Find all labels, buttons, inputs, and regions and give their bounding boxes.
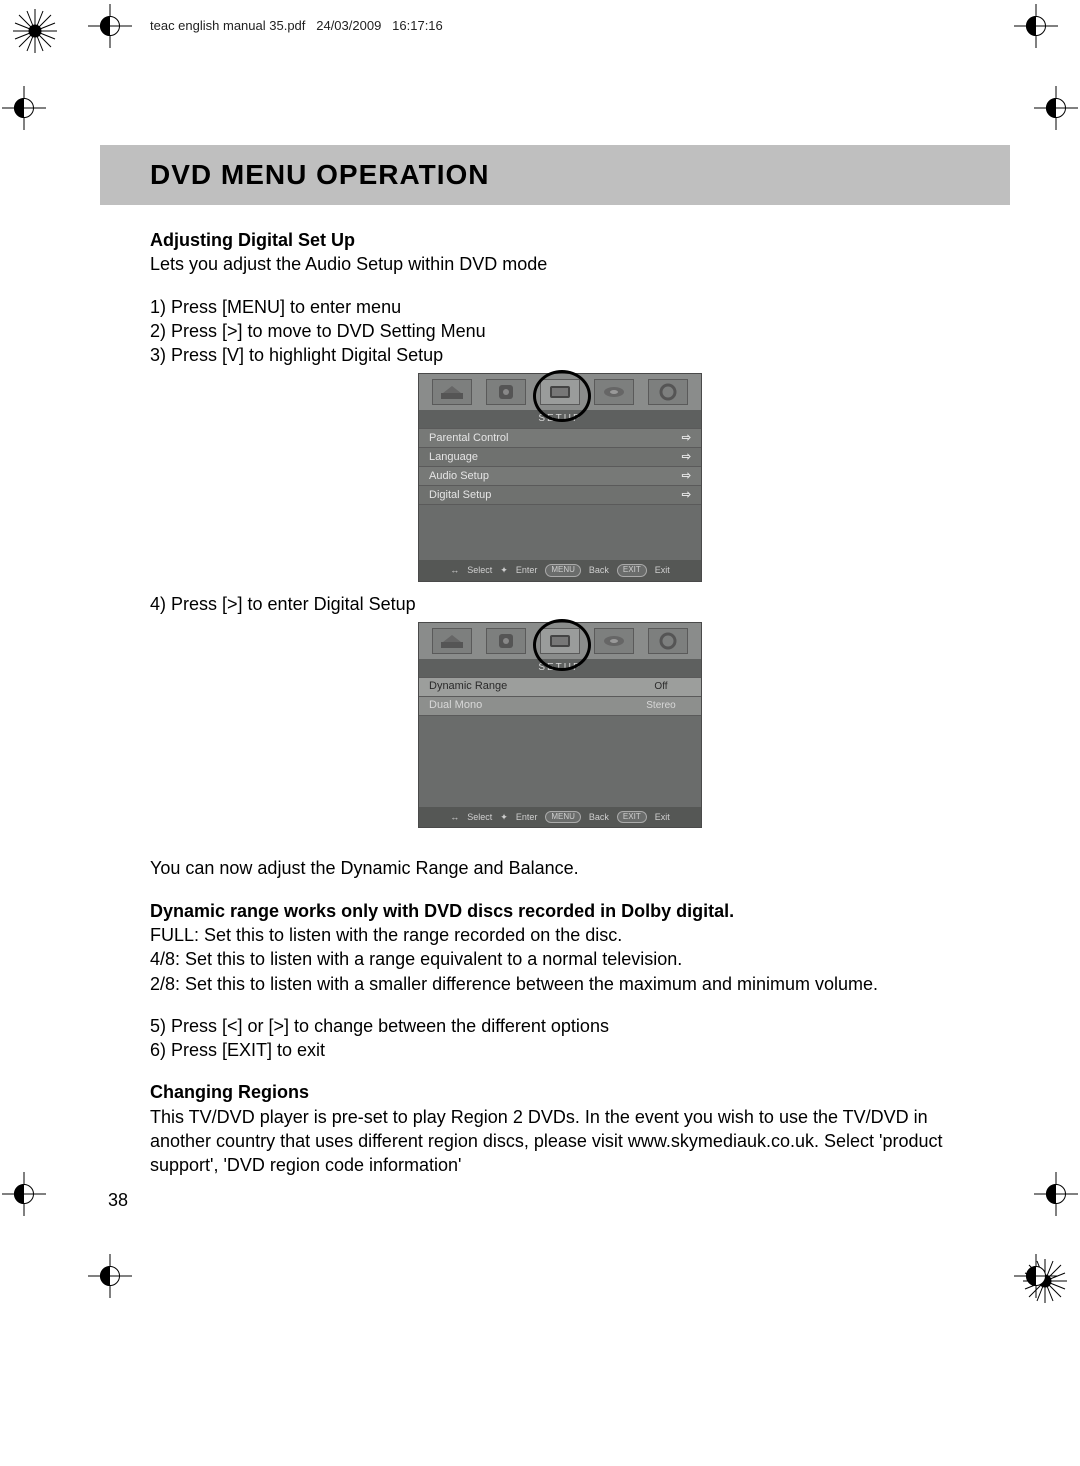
step-1: 1) Press [MENU] to enter menu [150,295,970,319]
enter-icon: ✦ [500,564,508,576]
page-content: Adjusting Digital Set Up Lets you adjust… [150,228,970,1178]
enter-icon: ✦ [500,811,508,823]
dr-48: 4/8: Set this to listen with a range equ… [150,947,970,971]
page-number: 38 [108,1190,128,1211]
menu-pill: MENU [545,811,581,824]
registration-mark [88,1254,132,1298]
osd-row: Digital Setup⇨ [419,485,701,504]
section-title-bar: DVD MENU OPERATION [100,145,1010,205]
heading-regions: Changing Regions [150,1080,970,1104]
step-3: 3) Press [V] to highlight Digital Setup [150,343,970,367]
osd-footer: ↔ Select ✦ Enter MENU Back EXIT Exit [419,807,701,828]
osd-row: Dual MonoStereo [419,696,701,715]
arrows-icon: ↔ [450,811,459,823]
step-6: 6) Press [EXIT] to exit [150,1038,970,1062]
intro-text: Lets you adjust the Audio Setup within D… [150,252,970,276]
after-text: You can now adjust the Dynamic Range and… [150,856,970,880]
arrows-icon: ↔ [450,564,459,576]
registration-mark [1014,4,1058,48]
osd-tab-2 [486,379,526,405]
osd-tab-3-selected [540,379,580,405]
pdf-header-line: teac english manual 35.pdf 24/03/2009 16… [150,18,443,33]
step-5: 5) Press [<] or [>] to change between th… [150,1014,970,1038]
arrow-icon: ⇨ [682,488,691,503]
osd-tab-4 [594,628,634,654]
osd-row: Audio Setup⇨ [419,466,701,485]
arrow-icon: ⇨ [682,431,691,446]
osd-tab-1 [432,628,472,654]
step-2: 2) Press [>] to move to DVD Setting Menu [150,319,970,343]
registration-mark [88,4,132,48]
osd-footer: ↔ Select ✦ Enter MENU Back EXIT Exit [419,560,701,581]
step-4: 4) Press [>] to enter Digital Setup [150,592,970,616]
osd-tab-1 [432,379,472,405]
crop-mark-starburst [10,6,60,56]
pdf-date: 24/03/2009 [316,18,381,33]
exit-pill: EXIT [617,811,647,824]
osd-row-highlighted: Dynamic RangeOff [419,677,701,696]
osd-tab-3-selected [540,628,580,654]
dr-28: 2/8: Set this to listen with a smaller d… [150,972,970,996]
osd-row: Language⇨ [419,447,701,466]
osd-tabs [419,374,701,410]
osd-screenshot-1: SETUP Parental Control⇨ Language⇨ Audio … [418,373,702,581]
regions-body: This TV/DVD player is pre-set to play Re… [150,1105,970,1178]
osd-tabs [419,623,701,659]
arrow-icon: ⇨ [682,469,691,484]
dr-heading: Dynamic range works only with DVD discs … [150,899,970,923]
menu-pill: MENU [545,564,581,577]
osd-tab-4 [594,379,634,405]
dr-full: FULL: Set this to listen with the range … [150,923,970,947]
registration-mark [2,86,46,130]
registration-mark [1034,86,1078,130]
arrow-icon: ⇨ [682,450,691,465]
exit-pill: EXIT [617,564,647,577]
registration-mark [2,1172,46,1216]
section-title: DVD MENU OPERATION [150,159,490,191]
registration-mark [1034,1172,1078,1216]
osd-row: Parental Control⇨ [419,428,701,447]
heading-adjusting: Adjusting Digital Set Up [150,228,970,252]
pdf-filename: teac english manual 35.pdf [150,18,305,33]
osd-tab-5 [648,628,688,654]
osd-screenshot-2: SETUP Dynamic RangeOff Dual MonoStereo ↔… [418,622,702,828]
osd-tab-5 [648,379,688,405]
registration-mark [1014,1254,1058,1298]
osd-tab-2 [486,628,526,654]
pdf-time: 16:17:16 [392,18,443,33]
